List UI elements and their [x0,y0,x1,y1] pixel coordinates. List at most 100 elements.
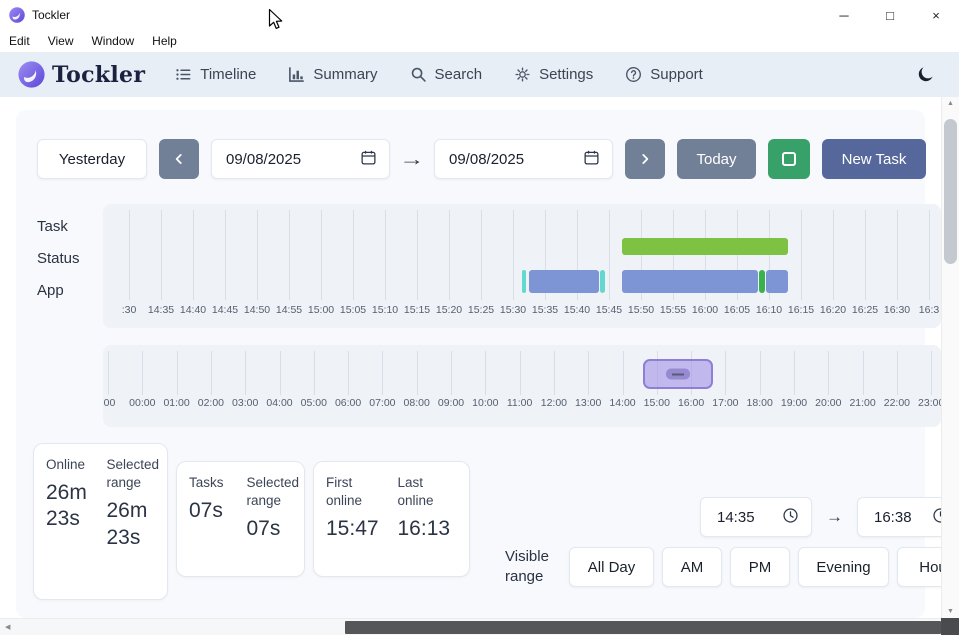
nav-label: Settings [539,66,594,83]
range-preset-button[interactable]: AM [662,547,722,588]
close-button[interactable]: × [913,0,959,30]
start-date-input[interactable]: 09/08/2025 [211,139,390,179]
yesterday-button[interactable]: Yesterday [37,139,147,179]
today-button[interactable]: Today [677,139,756,179]
minimap-tick-label: 02:00 [197,397,225,409]
gridline [622,351,624,395]
minimap-tick-label: 19:00 [780,397,808,409]
x-tick-label: 15:30 [499,304,527,316]
vertical-scroll-thumb[interactable] [944,119,957,264]
stat-value: 07s [246,517,281,541]
gridline [897,210,898,300]
gridline [641,210,642,300]
maximize-button[interactable]: □ [867,0,913,30]
new-task-button[interactable]: New Task [822,139,926,179]
next-day-button[interactable] [625,139,665,179]
timeline-list-icon [175,66,192,83]
prev-day-button[interactable] [159,139,199,179]
gridline [353,210,354,300]
x-tick-label: 16:05 [723,304,751,316]
gridline [545,210,546,300]
help-circle-icon [625,66,642,83]
range-preset-button[interactable]: Evening [798,547,889,588]
clock-icon[interactable] [782,507,799,528]
app-window-icon [9,7,25,23]
range-preset-button[interactable]: PM [730,547,790,588]
scroll-left-arrow[interactable]: ◀ [5,624,11,631]
minimap-brush[interactable] [642,359,713,389]
x-tick-label: 16:00 [691,304,719,316]
timeline-minimap[interactable]: :00 00:00 01:00 02:00 03:00 04:00 05:00 06:00 07… [103,345,941,427]
range-start-time-input[interactable]: 14:35 [700,497,812,537]
tockler-logo-icon [18,61,45,88]
stat-value: 15:47 [326,517,379,541]
clock-icon[interactable] [932,507,941,528]
horizontal-scroll-thumb[interactable] [345,621,941,634]
nav-summary[interactable]: Summary [288,66,378,83]
stat-label: Selected range [246,475,300,509]
timeline-chart[interactable]: :30 14:35 14:40 14:45 14:50 14:55 15:00 15:05 15… [103,204,941,328]
x-tick-label: 15:55 [659,304,687,316]
minimap-tick-label: 23:00 [918,397,941,409]
visible-range-row: Visible range All DayAMPMEveningHou [505,547,941,588]
nav-settings[interactable]: Settings [514,66,593,83]
stat-label: Tasks [189,475,224,490]
scroll-up-arrow[interactable]: ▲ [947,100,954,107]
timeline-bar-status[interactable] [621,238,789,255]
menu-item[interactable]: View [47,34,74,48]
gridline [313,351,315,395]
nav-timeline[interactable]: Timeline [175,66,256,83]
x-tick-label: 15:05 [339,304,367,316]
minimap-tick-label: 00:00 [129,397,156,409]
window-title: Tockler [32,8,71,22]
end-date-input[interactable]: 09/08/2025 [434,139,613,179]
gear-icon [514,66,531,83]
minimap-tick-label: 04:00 [266,397,293,409]
gridline [481,210,482,300]
minimap-tick-label: 14:00 [609,397,636,409]
minimap-plot[interactable]: :00 00:00 01:00 02:00 03:00 04:00 05:00 06:00 07… [103,345,941,427]
chevron-right-icon [642,154,649,164]
timeline-bar-app[interactable] [600,270,605,293]
stop-task-button[interactable] [768,139,810,179]
x-tick-label: 15:10 [371,304,399,316]
gridline [245,351,247,395]
main-content: Yesterday 09/08/2025 → 09/08/2025 Today … [0,97,941,618]
range-preset-button[interactable]: Hou [897,547,941,588]
menu-item[interactable]: Window [91,34,135,48]
timeline-plot[interactable]: :30 14:35 14:40 14:45 14:50 14:55 15:00 15:05 15… [103,204,941,328]
dark-mode-toggle[interactable] [916,65,935,84]
gridline [385,210,386,300]
nav-search[interactable]: Search [410,66,482,83]
scroll-down-arrow[interactable]: ▼ [947,608,954,615]
stat-label: Selected range [106,457,160,491]
gridline [801,210,802,300]
nav-support[interactable]: Support [625,66,703,83]
time-range-arrow-icon: → [826,507,843,526]
timeline-bar-app[interactable] [521,270,526,293]
menu-item[interactable]: Edit [9,34,30,48]
timeline-bar-app[interactable] [529,270,600,293]
moon-icon [918,67,933,82]
gridline [705,210,706,300]
x-tick-label: 16:10 [755,304,783,316]
range-preset-button[interactable]: All Day [569,547,654,588]
gridline [416,351,418,395]
calendar-icon[interactable] [583,149,600,170]
gridline [382,351,384,395]
timeline-bar-app[interactable] [621,270,759,293]
brush-handle[interactable] [665,368,690,380]
x-tick-label: 16:25 [851,304,879,316]
minimap-tick-label: 06:00 [334,397,362,409]
bar-chart-icon [288,66,305,83]
range-presets: All DayAMPMEveningHou [569,547,941,588]
gridline [108,351,109,395]
menu-item[interactable]: Help [152,34,177,48]
timeline-bar-app[interactable] [759,270,765,293]
visible-range-inputs: 14:35 → 16:38 [700,497,941,537]
timeline-bar-app[interactable] [765,270,789,293]
calendar-icon[interactable] [360,149,377,170]
minimize-button[interactable]: ─ [821,0,867,30]
gridline [129,210,130,300]
range-end-time-input[interactable]: 16:38 [857,497,941,537]
